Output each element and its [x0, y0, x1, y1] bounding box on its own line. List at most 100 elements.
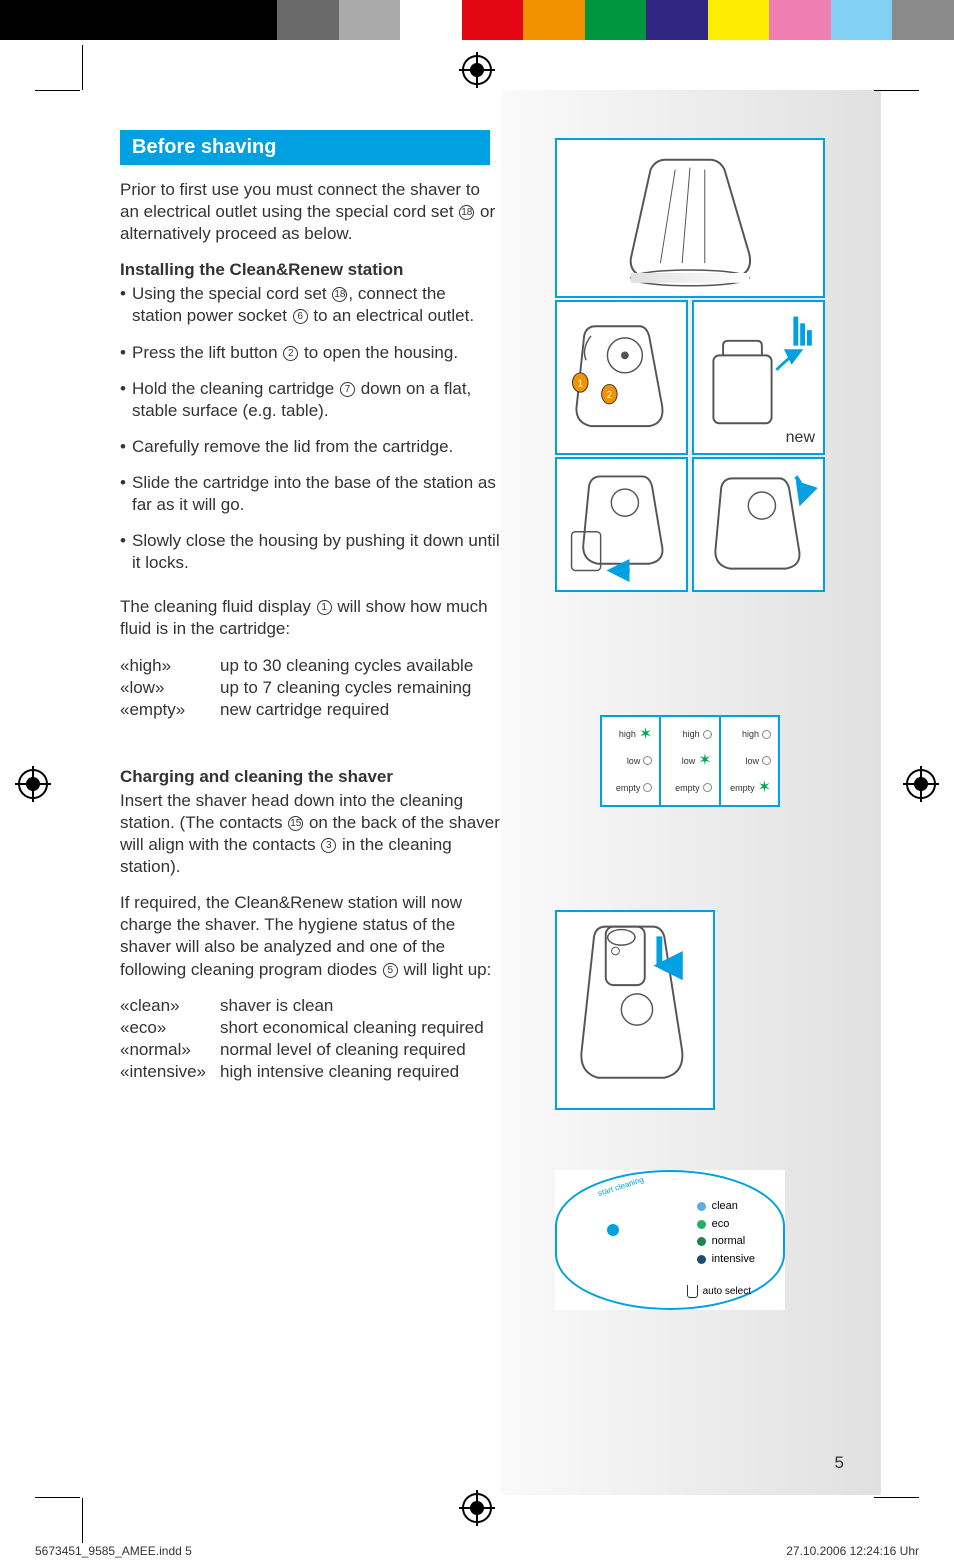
text: low — [627, 756, 641, 766]
dot-icon — [697, 1202, 706, 1211]
text: The cleaning fluid display — [120, 597, 316, 616]
list-item: Carefully remove the lid from the cartri… — [120, 436, 500, 458]
desc: high intensive cleaning required — [220, 1061, 500, 1083]
illustration-shaver-insert — [555, 910, 715, 1110]
term: «intensive» — [120, 1061, 220, 1083]
illustration-cartridge-new: new — [692, 300, 825, 455]
disc-item: clean — [697, 1198, 755, 1216]
def-row: «empty»new cartridge required — [120, 699, 500, 721]
ref-icon: 18 — [459, 205, 474, 220]
def-row: «intensive»high intensive cleaning requi… — [120, 1061, 500, 1083]
crop-mark — [874, 90, 919, 91]
text: low — [745, 756, 759, 766]
dot-icon — [643, 756, 652, 765]
shaver-insert-icon — [557, 912, 713, 1107]
intro-paragraph: Prior to first use you must connect the … — [120, 179, 500, 245]
crop-mark — [82, 45, 83, 90]
desc: shaver is clean — [220, 995, 500, 1017]
dot-icon — [697, 1237, 706, 1246]
crop-mark — [874, 1497, 919, 1498]
disc-shape: start cleaning clean eco normal intensiv… — [555, 1170, 785, 1310]
term: «eco» — [120, 1017, 220, 1039]
disc-center — [607, 1224, 619, 1236]
level-low: low — [606, 756, 655, 766]
desc: up to 30 cleaning cycles available — [220, 655, 500, 677]
star-icon: ✶ — [639, 730, 652, 739]
ref-icon: 5 — [383, 963, 398, 978]
term: «normal» — [120, 1039, 220, 1061]
term: «clean» — [120, 995, 220, 1017]
level-col: high low empty✶ — [721, 715, 780, 807]
bar-cyan — [831, 0, 893, 40]
bar-pink — [769, 0, 831, 40]
illustration-station — [555, 138, 825, 298]
level-low: low — [725, 756, 774, 766]
bar-red — [462, 0, 524, 40]
disc-item: normal — [697, 1233, 755, 1251]
list-item: Slide the cartridge into the base of the… — [120, 472, 500, 516]
level-empty: empty — [665, 783, 714, 793]
level-empty: empty — [606, 783, 655, 793]
text: Using the special cord set — [132, 284, 331, 303]
prog-defs: «clean»shaver is clean «eco»short econom… — [120, 995, 500, 1083]
illus-label: new — [786, 429, 815, 447]
crop-mark — [35, 1497, 80, 1498]
install-list: Using the special cord set 18, connect t… — [120, 283, 500, 574]
text: normal — [712, 1233, 746, 1251]
text: empty — [730, 783, 755, 793]
text: will light up: — [399, 960, 492, 979]
disc-item: eco — [697, 1216, 755, 1234]
bar-gray2 — [892, 0, 954, 40]
text: to open the housing. — [299, 343, 458, 362]
list-item: Slowly close the housing by pushing it d… — [120, 530, 500, 574]
term: «high» — [120, 655, 220, 677]
text: high — [619, 729, 636, 739]
registration-mark-icon — [18, 769, 48, 799]
dot-icon — [762, 756, 771, 765]
level-high: high✶ — [606, 729, 655, 739]
disc-labels: clean eco normal intensive — [697, 1198, 755, 1268]
text: Press the lift button — [132, 343, 282, 362]
ref-icon: 3 — [321, 838, 336, 853]
arc-label: start cleaning — [597, 1175, 645, 1198]
text: empty — [675, 783, 700, 793]
disc-item: intensive — [697, 1251, 755, 1269]
list-item: Using the special cord set 18, connect t… — [120, 283, 500, 327]
footer-right: 27.10.2006 12:24:16 Uhr — [786, 1544, 919, 1558]
install-heading: Installing the Clean&Renew station — [120, 259, 500, 281]
footer-left: 5673451_9585_AMEE.indd 5 — [35, 1544, 192, 1558]
text: eco — [712, 1216, 730, 1234]
text: to an electrical outlet. — [309, 306, 474, 325]
fluid-paragraph: The cleaning fluid display 1 will show h… — [120, 596, 500, 640]
charge-paragraph-1: Insert the shaver head down into the cle… — [120, 790, 500, 878]
charge-paragraph-2: If required, the Clean&Renew station wil… — [120, 892, 500, 980]
desc: new cartridge required — [220, 699, 500, 721]
bar-white — [400, 0, 462, 40]
def-row: «high»up to 30 cleaning cycles available — [120, 655, 500, 677]
illustration-press-button: 1 2 — [555, 300, 688, 455]
registration-mark-icon — [462, 1493, 492, 1523]
level-high: high — [665, 729, 714, 739]
body-text: Prior to first use you must connect the … — [120, 179, 500, 1083]
illustration-levels: high✶ low empty high low✶ empty high low… — [600, 715, 780, 807]
footer: 5673451_9585_AMEE.indd 5 27.10.2006 12:2… — [35, 1544, 919, 1558]
desc: normal level of cleaning required — [220, 1039, 500, 1061]
ref-icon: 15 — [288, 816, 303, 831]
level-col: high low✶ empty — [661, 715, 720, 807]
dot-icon — [703, 783, 712, 792]
illustration-disc: start cleaning clean eco normal intensiv… — [555, 1170, 785, 1310]
ref-icon: 18 — [332, 287, 347, 302]
star-icon: ✶ — [698, 756, 711, 765]
registration-mark-icon — [462, 55, 492, 85]
station-icon — [557, 140, 823, 298]
registration-mark-icon — [906, 769, 936, 799]
ref-icon: 2 — [283, 346, 298, 361]
color-bars — [0, 0, 954, 40]
level-low: low✶ — [665, 756, 714, 766]
level-col: high✶ low empty — [600, 715, 661, 807]
close-icon — [694, 459, 823, 590]
desc: short economical cleaning required — [220, 1017, 500, 1039]
bar-gray — [339, 0, 401, 40]
dot-icon — [703, 730, 712, 739]
crop-mark — [35, 90, 80, 91]
